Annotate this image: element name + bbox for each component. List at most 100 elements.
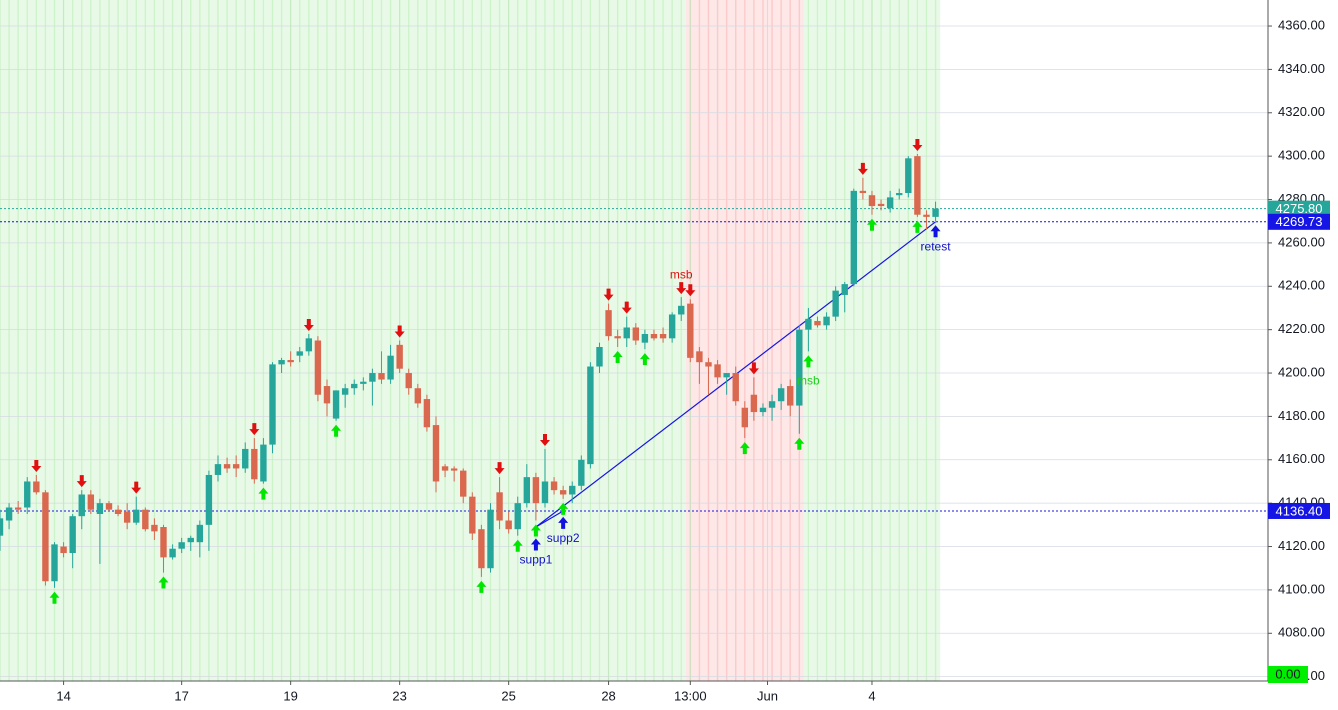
buy-arrow	[912, 220, 923, 233]
candle-body	[387, 355, 394, 380]
candle-body	[569, 485, 576, 495]
candle-body	[360, 381, 367, 384]
candle-body	[423, 399, 431, 428]
buy-arrow	[558, 502, 569, 515]
candle-body	[96, 503, 104, 515]
candle-body	[923, 214, 930, 217]
candle-body	[114, 509, 122, 515]
buy-arrow	[512, 539, 523, 552]
candle-body	[33, 481, 40, 493]
price-tag-label: 4269.73	[1276, 214, 1323, 229]
candle-body	[414, 388, 422, 404]
annotation: supp2	[547, 531, 580, 545]
candle-body	[314, 340, 322, 395]
candle-body	[705, 362, 712, 367]
candle-body	[605, 310, 612, 337]
sell-arrow	[249, 423, 260, 436]
y-tick-label: 4180.00	[1278, 408, 1325, 423]
candle-body	[341, 388, 349, 395]
sell-arrow	[748, 362, 759, 375]
buy-arrow	[331, 424, 342, 437]
y-tick-label: 4120.00	[1278, 538, 1325, 553]
candle-body	[351, 383, 358, 389]
buy-arrow	[158, 576, 169, 589]
candle-body	[759, 407, 767, 413]
candle-body	[105, 503, 113, 510]
sell-arrow	[857, 162, 868, 175]
y-tick-label: 4080.00	[1278, 625, 1325, 640]
x-tick-label: 17	[174, 688, 188, 703]
pivot-arrow	[530, 538, 541, 551]
candle-body	[51, 544, 58, 582]
candle-body	[369, 373, 376, 382]
candle-body	[169, 548, 176, 558]
candle-body	[14, 507, 22, 510]
candle-body	[777, 388, 785, 402]
buy-arrow	[794, 437, 805, 450]
candle-body	[232, 464, 240, 469]
x-tick-label: 13:00	[674, 688, 707, 703]
candle-body	[587, 366, 594, 465]
price-tag	[1268, 502, 1330, 519]
trendline	[535, 510, 564, 528]
candle-body	[269, 364, 276, 445]
x-tick-label: 19	[283, 688, 297, 703]
indicator-label: 0.00	[1275, 666, 1300, 681]
candle-body	[5, 507, 13, 521]
candle-body	[714, 364, 721, 378]
annotation: msb	[670, 267, 693, 281]
price-tag	[1268, 200, 1330, 217]
candle-body	[432, 425, 440, 482]
buy-arrow	[476, 580, 487, 593]
y-tick-label: 4360.00	[1278, 17, 1325, 32]
candle-body	[0, 518, 4, 536]
candle-body	[460, 470, 467, 497]
candle-body	[514, 503, 521, 530]
candle-body	[405, 373, 412, 389]
candle-body	[914, 156, 921, 215]
buy-arrow	[612, 351, 623, 364]
candle-body	[641, 333, 649, 343]
y-tick-label: 4300.00	[1278, 148, 1325, 163]
candle-body	[650, 333, 658, 339]
sell-arrow	[303, 318, 314, 331]
candle-body	[877, 203, 885, 207]
candle-body	[123, 511, 131, 523]
x-tick-label: 14	[56, 688, 70, 703]
price-tag	[1268, 213, 1330, 230]
sell-arrow	[621, 301, 632, 314]
candle-body	[496, 492, 503, 521]
y-tick-label: 4240.00	[1278, 278, 1325, 293]
price-tag-label: 4136.40	[1276, 503, 1323, 518]
candle-body	[732, 373, 739, 402]
candle-body	[378, 373, 385, 380]
candle-body	[532, 477, 540, 504]
candle-body	[678, 305, 685, 315]
candle-body	[441, 466, 449, 471]
sell-arrow	[76, 475, 87, 488]
candle-body	[750, 394, 758, 413]
candle-body	[932, 208, 939, 217]
x-tick-label: Jun	[757, 688, 778, 703]
sell-arrow	[394, 325, 405, 338]
candle-body	[787, 386, 794, 406]
candle-body	[332, 390, 340, 419]
candle-body	[296, 351, 303, 356]
pivot-arrow	[930, 225, 941, 238]
candle-body	[541, 481, 549, 504]
sell-arrow	[912, 138, 923, 151]
sell-arrow	[31, 459, 42, 472]
candle-body	[696, 351, 703, 363]
candle-body	[505, 520, 512, 530]
annotation: msb	[797, 374, 820, 388]
candle-body	[523, 477, 531, 504]
candle-body	[550, 481, 558, 491]
buy-arrow	[739, 442, 750, 455]
candle-body	[478, 529, 485, 569]
x-tick-label: 28	[601, 688, 615, 703]
candle-body	[832, 290, 839, 317]
candle-body	[687, 303, 694, 358]
pivot-arrow	[558, 516, 569, 529]
